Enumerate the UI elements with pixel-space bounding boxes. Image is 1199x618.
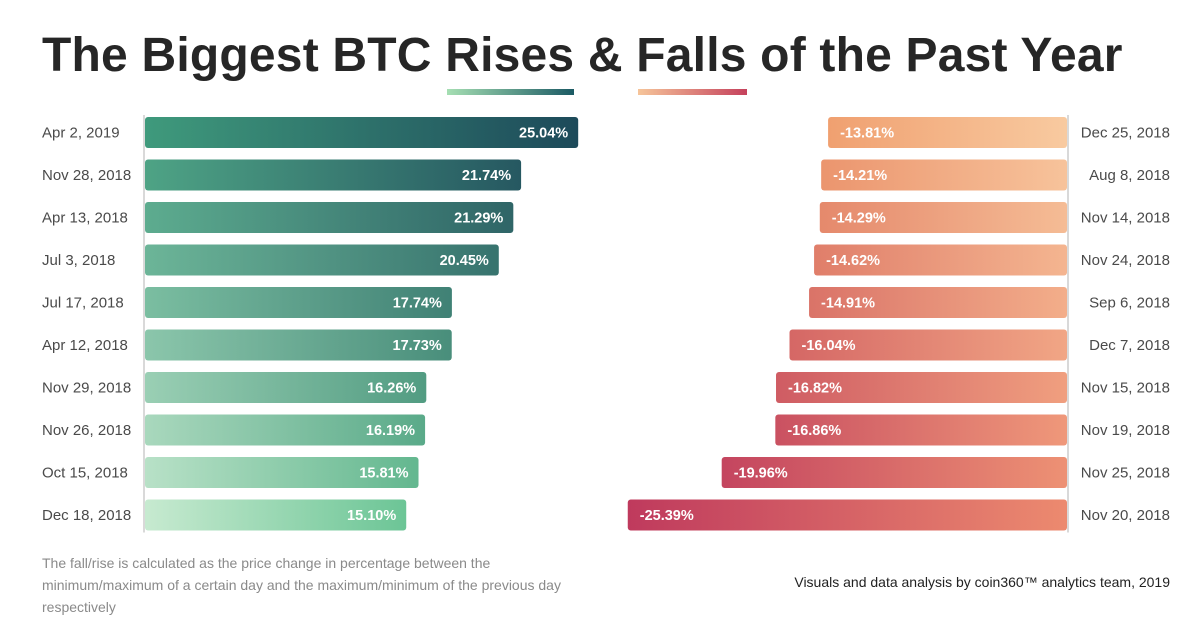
fall-bar xyxy=(819,202,1067,233)
rise-value-label: 15.81% xyxy=(359,466,408,482)
fall-date-label: Nov 19, 2018 xyxy=(1081,422,1170,439)
fall-value-label: -13.81% xyxy=(840,126,894,142)
fall-date-label: Sep 6, 2018 xyxy=(1089,295,1170,312)
rise-bar xyxy=(145,372,427,403)
rise-date-label: Oct 15, 2018 xyxy=(42,465,128,482)
fall-bar xyxy=(828,117,1067,148)
fall-value-label: -14.29% xyxy=(832,211,886,227)
rise-value-label: 17.74% xyxy=(393,296,442,312)
rise-value-label: 16.26% xyxy=(367,381,416,397)
rise-value-label: 21.74% xyxy=(462,168,511,184)
rise-bar xyxy=(145,414,426,446)
rise-bar xyxy=(145,159,522,191)
rise-bar xyxy=(145,287,452,318)
fall-date-label: Nov 15, 2018 xyxy=(1081,380,1170,397)
rise-bar xyxy=(145,457,419,488)
fall-bar xyxy=(789,329,1067,361)
fall-value-label: -19.96% xyxy=(734,466,788,482)
fall-value-label: -16.04% xyxy=(802,338,856,354)
fall-value-label: -16.86% xyxy=(787,423,841,439)
fall-bar xyxy=(821,159,1067,191)
fall-date-label: Aug 8, 2018 xyxy=(1089,167,1170,184)
rise-date-label: Jul 17, 2018 xyxy=(42,295,124,312)
rise-bar xyxy=(145,499,407,531)
rise-value-label: 25.04% xyxy=(519,126,568,142)
title-ampersand: & xyxy=(574,29,637,82)
title-suffix: of the Past Year xyxy=(746,29,1123,82)
fall-value-label: -14.62% xyxy=(826,253,880,269)
fall-bar xyxy=(721,457,1067,488)
rise-value-label: 15.10% xyxy=(347,508,396,524)
chart-title: The Biggest BTC Rises & Falls of the Pas… xyxy=(42,28,1123,95)
rise-date-label: Nov 29, 2018 xyxy=(42,380,131,397)
fall-bar xyxy=(776,372,1067,403)
rise-date-label: Jul 3, 2018 xyxy=(42,252,115,269)
rise-date-label: Nov 28, 2018 xyxy=(42,167,131,184)
fall-date-label: Nov 25, 2018 xyxy=(1081,465,1170,482)
fall-bar xyxy=(627,499,1067,531)
fall-value-label: -14.21% xyxy=(833,168,887,184)
credit-line: Visuals and data analysis by coin360™ an… xyxy=(794,574,1170,590)
title-falls: Falls xyxy=(636,29,748,95)
rise-value-label: 17.73% xyxy=(393,338,442,354)
rise-value-label: 21.29% xyxy=(454,211,503,227)
title-prefix: The Biggest BTC xyxy=(42,29,446,82)
rise-bar xyxy=(145,329,452,361)
rise-date-label: Nov 26, 2018 xyxy=(42,422,131,439)
rise-value-label: 16.19% xyxy=(366,423,415,439)
fall-value-label: -14.91% xyxy=(821,296,875,312)
rise-date-label: Apr 13, 2018 xyxy=(42,210,128,227)
fall-bar xyxy=(809,287,1067,318)
rise-date-label: Dec 18, 2018 xyxy=(42,507,131,524)
fall-bar xyxy=(775,414,1067,446)
rise-bar xyxy=(145,117,579,148)
rise-bar xyxy=(145,244,499,276)
fall-date-label: Nov 24, 2018 xyxy=(1081,252,1170,269)
title-rises: Rises xyxy=(445,29,575,95)
fall-date-label: Dec 25, 2018 xyxy=(1081,125,1170,142)
rise-date-label: Apr 12, 2018 xyxy=(42,337,128,354)
fall-date-label: Nov 14, 2018 xyxy=(1081,210,1170,227)
footnote: The fall/rise is calculated as the price… xyxy=(42,555,561,615)
fall-date-label: Dec 7, 2018 xyxy=(1089,337,1170,354)
fall-date-label: Nov 20, 2018 xyxy=(1081,507,1170,524)
rise-bar xyxy=(145,202,514,233)
rise-value-label: 20.45% xyxy=(440,253,489,269)
rise-date-label: Apr 2, 2019 xyxy=(42,125,120,142)
fall-value-label: -16.82% xyxy=(788,381,842,397)
fall-bar xyxy=(814,244,1067,276)
fall-value-label: -25.39% xyxy=(640,508,694,524)
